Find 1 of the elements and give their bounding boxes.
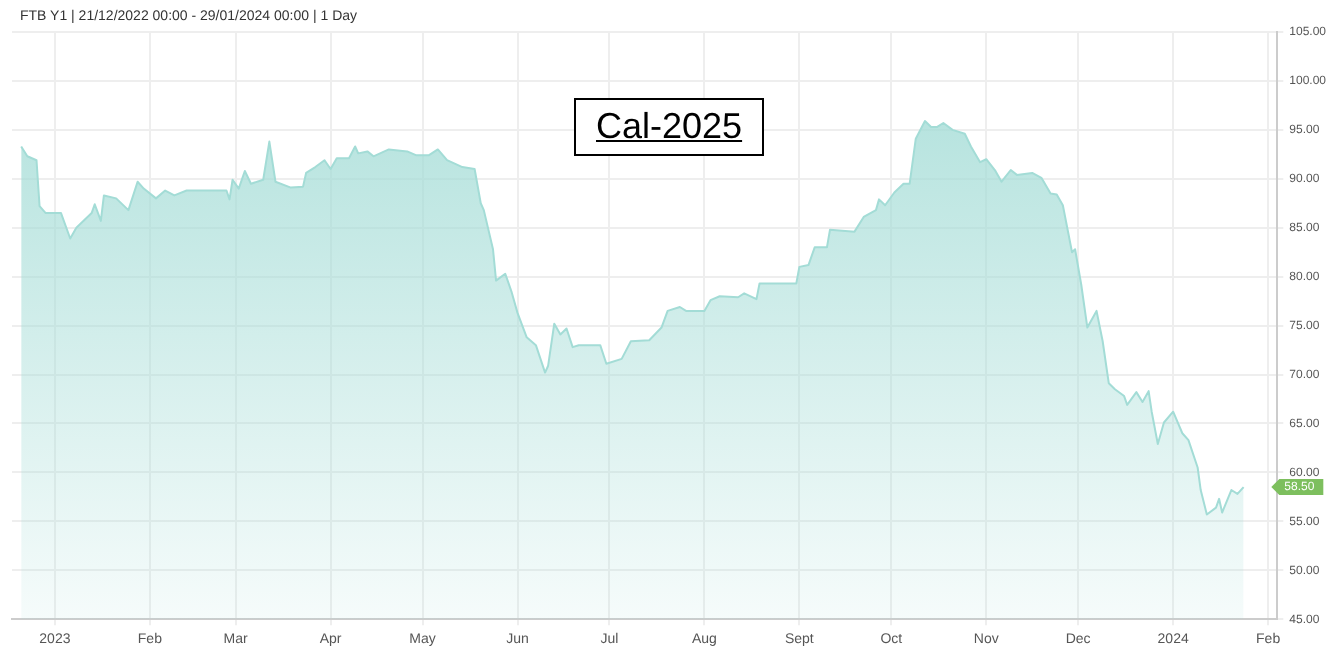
annotation: Cal-2025 [574,98,765,156]
